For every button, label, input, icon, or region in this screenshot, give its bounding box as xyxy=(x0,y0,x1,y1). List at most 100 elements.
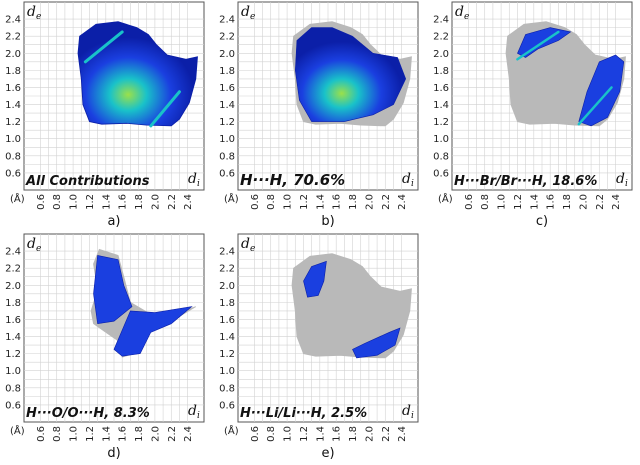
panel-title: All Contributions xyxy=(25,174,150,189)
y-tick-label: 1.0 xyxy=(5,134,21,145)
y-tick-label: 2.4 xyxy=(5,15,21,26)
y-tick-label: 1.2 xyxy=(5,117,21,128)
x-tick-label: 2.0 xyxy=(364,426,375,442)
x-tick-label: 1.2 xyxy=(85,426,96,442)
x-axis-label: d xyxy=(402,171,411,187)
highlight-region-lower xyxy=(352,327,401,359)
y-tick-label: 0.6 xyxy=(5,400,21,411)
x-tick-label: 1.4 xyxy=(315,426,326,442)
x-tick-label: 1.2 xyxy=(85,194,96,210)
fingerprint-region xyxy=(77,21,198,127)
y-tick-label: 2.0 xyxy=(219,281,235,292)
highlight-region-upper xyxy=(303,260,327,298)
x-tick-label: 1.8 xyxy=(562,194,573,210)
x-tick-label: 1.8 xyxy=(134,426,145,442)
x-axis-label: d xyxy=(188,171,197,187)
y-tick-label: 1.6 xyxy=(5,315,21,326)
highlight-region-upper xyxy=(93,255,133,325)
x-tick-label: 1.6 xyxy=(332,194,343,210)
y-tick-label: 1.8 xyxy=(5,66,21,77)
fingerprint-plot-c: 2.4 2.2 2.0 1.8 1.6 1.4 1.2 1.0 0.8 0.6 0.6 0.8 1.0 1… xyxy=(433,1,633,229)
x-axis-label-sub: i xyxy=(625,179,628,189)
x-tick-label: 1.0 xyxy=(283,194,294,210)
y-tick-label: 2.4 xyxy=(433,15,449,26)
y-tick-label: 0.8 xyxy=(5,383,21,394)
panel-title: H···Br/Br···H, 18.6% xyxy=(454,174,597,189)
y-tick-label: 2.4 xyxy=(219,15,235,26)
y-tick-label: 1.6 xyxy=(219,315,235,326)
y-tick-label: 0.8 xyxy=(433,151,449,162)
x-tick-label: 0.6 xyxy=(464,194,475,210)
highlight-region-lower xyxy=(113,306,193,357)
y-tick-label: 1.0 xyxy=(219,366,235,377)
x-tick-label: 2.4 xyxy=(183,194,194,210)
y-tick-label: 1.4 xyxy=(219,100,235,111)
panel-e: 2.4 2.2 2.0 1.8 1.6 1.4 1.2 1.0 0.8 0.6 0.6 0.8 1.0 1… xyxy=(214,232,434,464)
fingerprint-plot-b: 2.4 2.2 2.0 1.8 1.6 1.4 1.2 1.0 0.8 0.6 0.6 0.8 1.0 1… xyxy=(219,1,419,229)
panel-caption: e) xyxy=(321,446,334,461)
y-tick-label: 1.2 xyxy=(219,117,235,128)
x-tick-label: 2.0 xyxy=(150,426,161,442)
x-tick-label: 0.6 xyxy=(36,194,47,210)
y-tick-label: 0.8 xyxy=(219,151,235,162)
y-tick-label: 2.4 xyxy=(219,247,235,258)
x-tick-label: 2.0 xyxy=(578,194,589,210)
y-axis-label: d xyxy=(455,4,464,20)
x-axis-label-sub: i xyxy=(197,179,200,189)
x-tick-label: 1.0 xyxy=(283,426,294,442)
highlight-region-lower xyxy=(578,54,625,127)
y-axis-label: d xyxy=(241,4,250,20)
unit-label: (Å) xyxy=(438,192,453,205)
y-axis-label-sub: e xyxy=(464,12,469,22)
x-axis-label: d xyxy=(402,403,411,419)
x-tick-label: 1.4 xyxy=(315,194,326,210)
x-tick-label: 2.2 xyxy=(381,194,392,210)
panel-a: 2.4 2.2 2.0 1.8 1.6 1.4 1.2 1.0 0.8 0.6 0.6 0.8 1.0 1… xyxy=(0,0,220,232)
x-axis-label-sub: i xyxy=(197,411,200,421)
y-axis-label-sub: e xyxy=(36,12,41,22)
x-tick-label: 2.4 xyxy=(183,426,194,442)
fingerprint-plot-a: 2.4 2.2 2.0 1.8 1.6 1.4 1.2 1.0 0.8 0.6 0.6 0.8 1.0 1… xyxy=(5,1,205,229)
y-tick-label: 1.6 xyxy=(5,83,21,94)
x-tick-label: 1.8 xyxy=(348,426,359,442)
y-tick-label: 0.8 xyxy=(219,383,235,394)
y-tick-label: 0.6 xyxy=(433,168,449,179)
y-tick-label: 1.6 xyxy=(219,83,235,94)
unit-label: (Å) xyxy=(10,424,25,437)
x-tick-label: 2.2 xyxy=(167,426,178,442)
x-tick-label: 1.0 xyxy=(69,194,80,210)
y-tick-label: 0.6 xyxy=(5,168,21,179)
y-tick-label: 0.6 xyxy=(219,400,235,411)
panel-caption: a) xyxy=(107,214,120,229)
y-tick-label: 1.4 xyxy=(219,332,235,343)
x-tick-label: 2.4 xyxy=(611,194,622,210)
y-tick-label: 1.4 xyxy=(5,100,21,111)
x-tick-label: 1.4 xyxy=(101,426,112,442)
x-tick-label: 2.2 xyxy=(595,194,606,210)
x-tick-label: 1.2 xyxy=(513,194,524,210)
x-tick-label: 2.0 xyxy=(150,194,161,210)
x-tick-label: 1.2 xyxy=(299,194,310,210)
y-tick-label: 1.0 xyxy=(219,134,235,145)
y-tick-label: 2.2 xyxy=(5,32,21,43)
x-axis-label-sub: i xyxy=(411,179,414,189)
y-axis-label-sub: e xyxy=(250,244,255,254)
y-axis-label: d xyxy=(27,236,36,252)
y-tick-label: 1.8 xyxy=(219,298,235,309)
y-tick-label: 2.0 xyxy=(5,49,21,60)
y-tick-label: 0.6 xyxy=(219,168,235,179)
y-axis-label-sub: e xyxy=(36,244,41,254)
x-tick-label: 1.8 xyxy=(134,194,145,210)
y-tick-label: 1.0 xyxy=(433,134,449,145)
y-tick-label: 2.0 xyxy=(219,49,235,60)
y-axis-label: d xyxy=(241,236,250,252)
panel-b: 2.4 2.2 2.0 1.8 1.6 1.4 1.2 1.0 0.8 0.6 0.6 0.8 1.0 1… xyxy=(214,0,434,232)
y-tick-label: 1.0 xyxy=(5,366,21,377)
x-tick-label: 2.4 xyxy=(397,426,408,442)
y-tick-label: 1.8 xyxy=(433,66,449,77)
x-tick-label: 0.6 xyxy=(250,194,261,210)
x-tick-label: 0.8 xyxy=(52,426,63,442)
panel-caption: b) xyxy=(321,214,334,229)
y-tick-label: 1.4 xyxy=(433,100,449,111)
y-tick-label: 2.2 xyxy=(433,32,449,43)
